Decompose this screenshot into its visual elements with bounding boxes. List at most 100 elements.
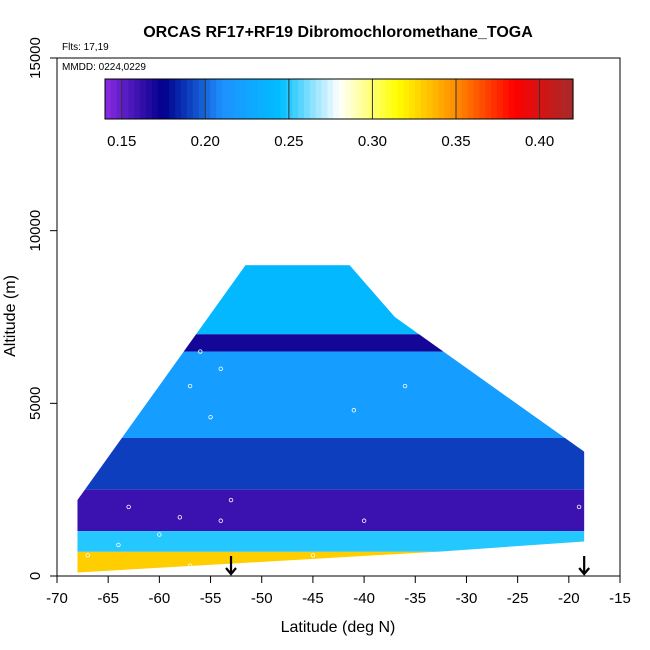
sample-point [218,366,223,371]
heatmap-layer [77,489,585,532]
x-tick-label: -65 [97,590,119,607]
sample-point [126,504,131,510]
sample-point [228,497,234,503]
colorbar-cell [245,79,252,119]
colorbar-cell [467,79,475,119]
colorbar-cell [105,79,112,119]
sample-point [187,563,193,568]
colorbar-cell [491,79,498,119]
down-arrow-head [225,567,237,576]
x-axis-label: Latitude (deg N) [281,619,396,636]
date-note: MMDD: 0224,0229 [62,62,146,73]
colorbar-cell [532,79,539,119]
colorbar-cell [157,79,165,119]
sample-point [341,559,346,565]
colorbar: 0.15 0.20 0.25 0.30 0.35 0.40 [104,78,574,150]
heatmap-layer [77,531,585,552]
colorbar-cell [537,79,545,119]
colorbar-cell [526,79,533,119]
colorbar-cell [163,79,170,119]
colorbar-cell [520,79,527,119]
colorbar-cell [479,79,486,119]
colorbar-cell [561,79,568,119]
sample-point [351,408,357,413]
colorbar-cell [456,79,463,119]
colorbar-cell [222,79,229,119]
sample-point [85,553,90,558]
colorbar-cell [321,79,328,119]
colorbar-cell [362,79,369,119]
y-tick-label: 5000 [27,387,44,420]
colorbar-cell [415,79,422,119]
colorbar-cell [485,79,492,119]
colorbar-tick-label: 0.25 [274,133,303,150]
x-tick-label: -20 [558,590,580,607]
down-arrow-head [578,567,591,576]
flights-note: Flts: 17,19 [62,42,109,53]
colorbar-cell [496,79,504,119]
y-tick-label: 15000 [27,37,44,79]
colorbar-cell [227,79,235,119]
colorbar-cell [385,79,393,119]
colorbar-tick-label: 0.15 [107,133,136,150]
colorbar-cell [251,79,258,119]
colorbar-cell [461,79,469,119]
colorbar-cell [502,79,510,119]
colorbar-cell [426,79,434,119]
colorbar-cell [450,79,457,119]
colorbar-cell [397,79,404,119]
colorbar-cell [333,79,340,119]
x-tick-label: -50 [251,590,273,607]
colorbar-cell [145,79,153,119]
sample-point [198,349,203,354]
colorbar-cell [549,79,557,119]
colorbar-cell [239,79,246,119]
colorbar-cell [262,79,270,119]
colorbar-cell [391,79,399,119]
y-tick-label: 10000 [27,210,44,252]
colorbar-cell [327,79,334,119]
colorbar-cell [169,79,176,119]
sample-point [576,442,582,447]
colorbar-cell [473,79,480,119]
colorbar-cell [438,79,445,119]
colorbar-cell [198,79,206,119]
x-tick-label: -30 [456,590,478,607]
colorbar-cell [409,79,416,119]
colorbar-cell [298,79,305,119]
heatmap-layer [77,351,585,438]
colorbar-cell [555,79,562,119]
sample-point [310,553,316,558]
sample-point [116,542,121,548]
heatmap-layer [77,551,585,573]
y-axis: 0 5000 10000 15000 [27,37,58,580]
colorbar-cell [280,79,287,119]
colorbar-cell [233,79,241,119]
colorbar-cell [315,79,323,119]
colorbar-cell [204,79,211,119]
colorbar-cell [134,79,141,119]
x-tick-label: -45 [302,590,324,607]
colorbar-cell [181,79,188,119]
colorbar-cell [350,79,358,119]
x-tick-label: -40 [353,590,375,607]
heatmap-layer [77,265,585,335]
colorbar-cell [151,79,159,119]
heatmap-layer [77,334,585,352]
colorbar-cell [257,79,264,119]
colorbar-cell [110,79,118,119]
colorbar-cell [432,79,440,119]
sample-point [402,383,408,389]
sample-point [413,318,418,323]
x-tick-label: -25 [507,590,529,607]
sample-point [331,566,336,572]
heatmap-curtain [77,213,585,573]
colorbar-cell [175,79,182,119]
x-tick-label: -35 [404,590,426,607]
y-tick-label: 0 [27,572,44,580]
sample-point [177,515,183,520]
colorbar-cell [374,79,381,119]
colorbar-tick-label: 0.35 [441,133,470,150]
colorbar-cell [116,79,124,119]
